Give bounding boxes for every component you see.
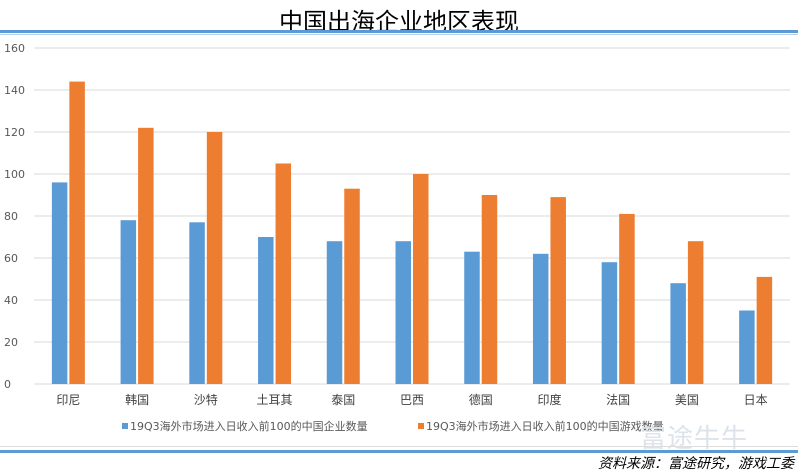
divider [0, 446, 798, 447]
bar-games [413, 174, 429, 384]
bar-enterprises [189, 222, 205, 384]
x-tick-label: 印度 [537, 392, 561, 407]
bar-enterprises [120, 220, 137, 384]
bar-enterprises [464, 251, 480, 384]
bar-games [687, 241, 704, 384]
bar-games [619, 213, 635, 384]
legend-swatch [418, 423, 424, 429]
x-tick-label: 美国 [675, 393, 699, 407]
legend-label: 19Q3海外市场进入日收入前100的中国游戏数量 [426, 419, 664, 433]
x-tick-label: 法国 [606, 393, 630, 407]
y-tick-label: 0 [4, 378, 11, 391]
bar-enterprises [532, 253, 549, 384]
legend-label: 19Q3海外市场进入日收入前100的中国企业数量 [130, 419, 368, 433]
y-tick-label: 20 [4, 336, 18, 349]
bar-enterprises [601, 262, 618, 384]
bar-games [206, 132, 223, 384]
legend-swatch [122, 423, 128, 429]
y-tick-label: 60 [4, 252, 18, 265]
bar-enterprises [739, 310, 755, 384]
bar-enterprises [258, 237, 274, 384]
y-tick-label: 140 [4, 84, 25, 97]
divider [0, 30, 798, 33]
watermark-logo: 富途牛牛 [640, 424, 749, 454]
x-tick-label: 泰国 [331, 393, 355, 407]
bar-games [481, 195, 498, 384]
bar-games [138, 127, 154, 385]
x-tick-label: 沙特 [194, 392, 218, 407]
bar-games [344, 188, 360, 384]
source-note: 资料来源：富途研究，游戏工委 [598, 456, 794, 472]
y-tick-label: 160 [4, 42, 25, 55]
bar-games [275, 163, 292, 384]
bar-enterprises [395, 241, 411, 384]
x-tick-label: 印尼 [56, 393, 80, 407]
bar-enterprises [326, 241, 343, 384]
x-tick-label: 土耳其 [257, 393, 293, 407]
y-tick-label: 40 [4, 294, 18, 307]
x-tick-label: 巴西 [400, 393, 424, 407]
bar-enterprises [51, 182, 68, 384]
y-tick-label: 120 [4, 126, 25, 139]
y-tick-label: 100 [4, 168, 25, 181]
bar-games [756, 276, 773, 384]
divider [0, 450, 798, 453]
divider [0, 34, 798, 35]
x-tick-label: 韩国 [125, 392, 149, 407]
x-tick-label: 日本 [744, 393, 768, 407]
x-tick-label: 德国 [469, 392, 493, 407]
y-tick-label: 80 [4, 210, 18, 223]
bar-games [550, 197, 566, 384]
bar-enterprises [670, 283, 686, 384]
bar-games [69, 81, 85, 384]
